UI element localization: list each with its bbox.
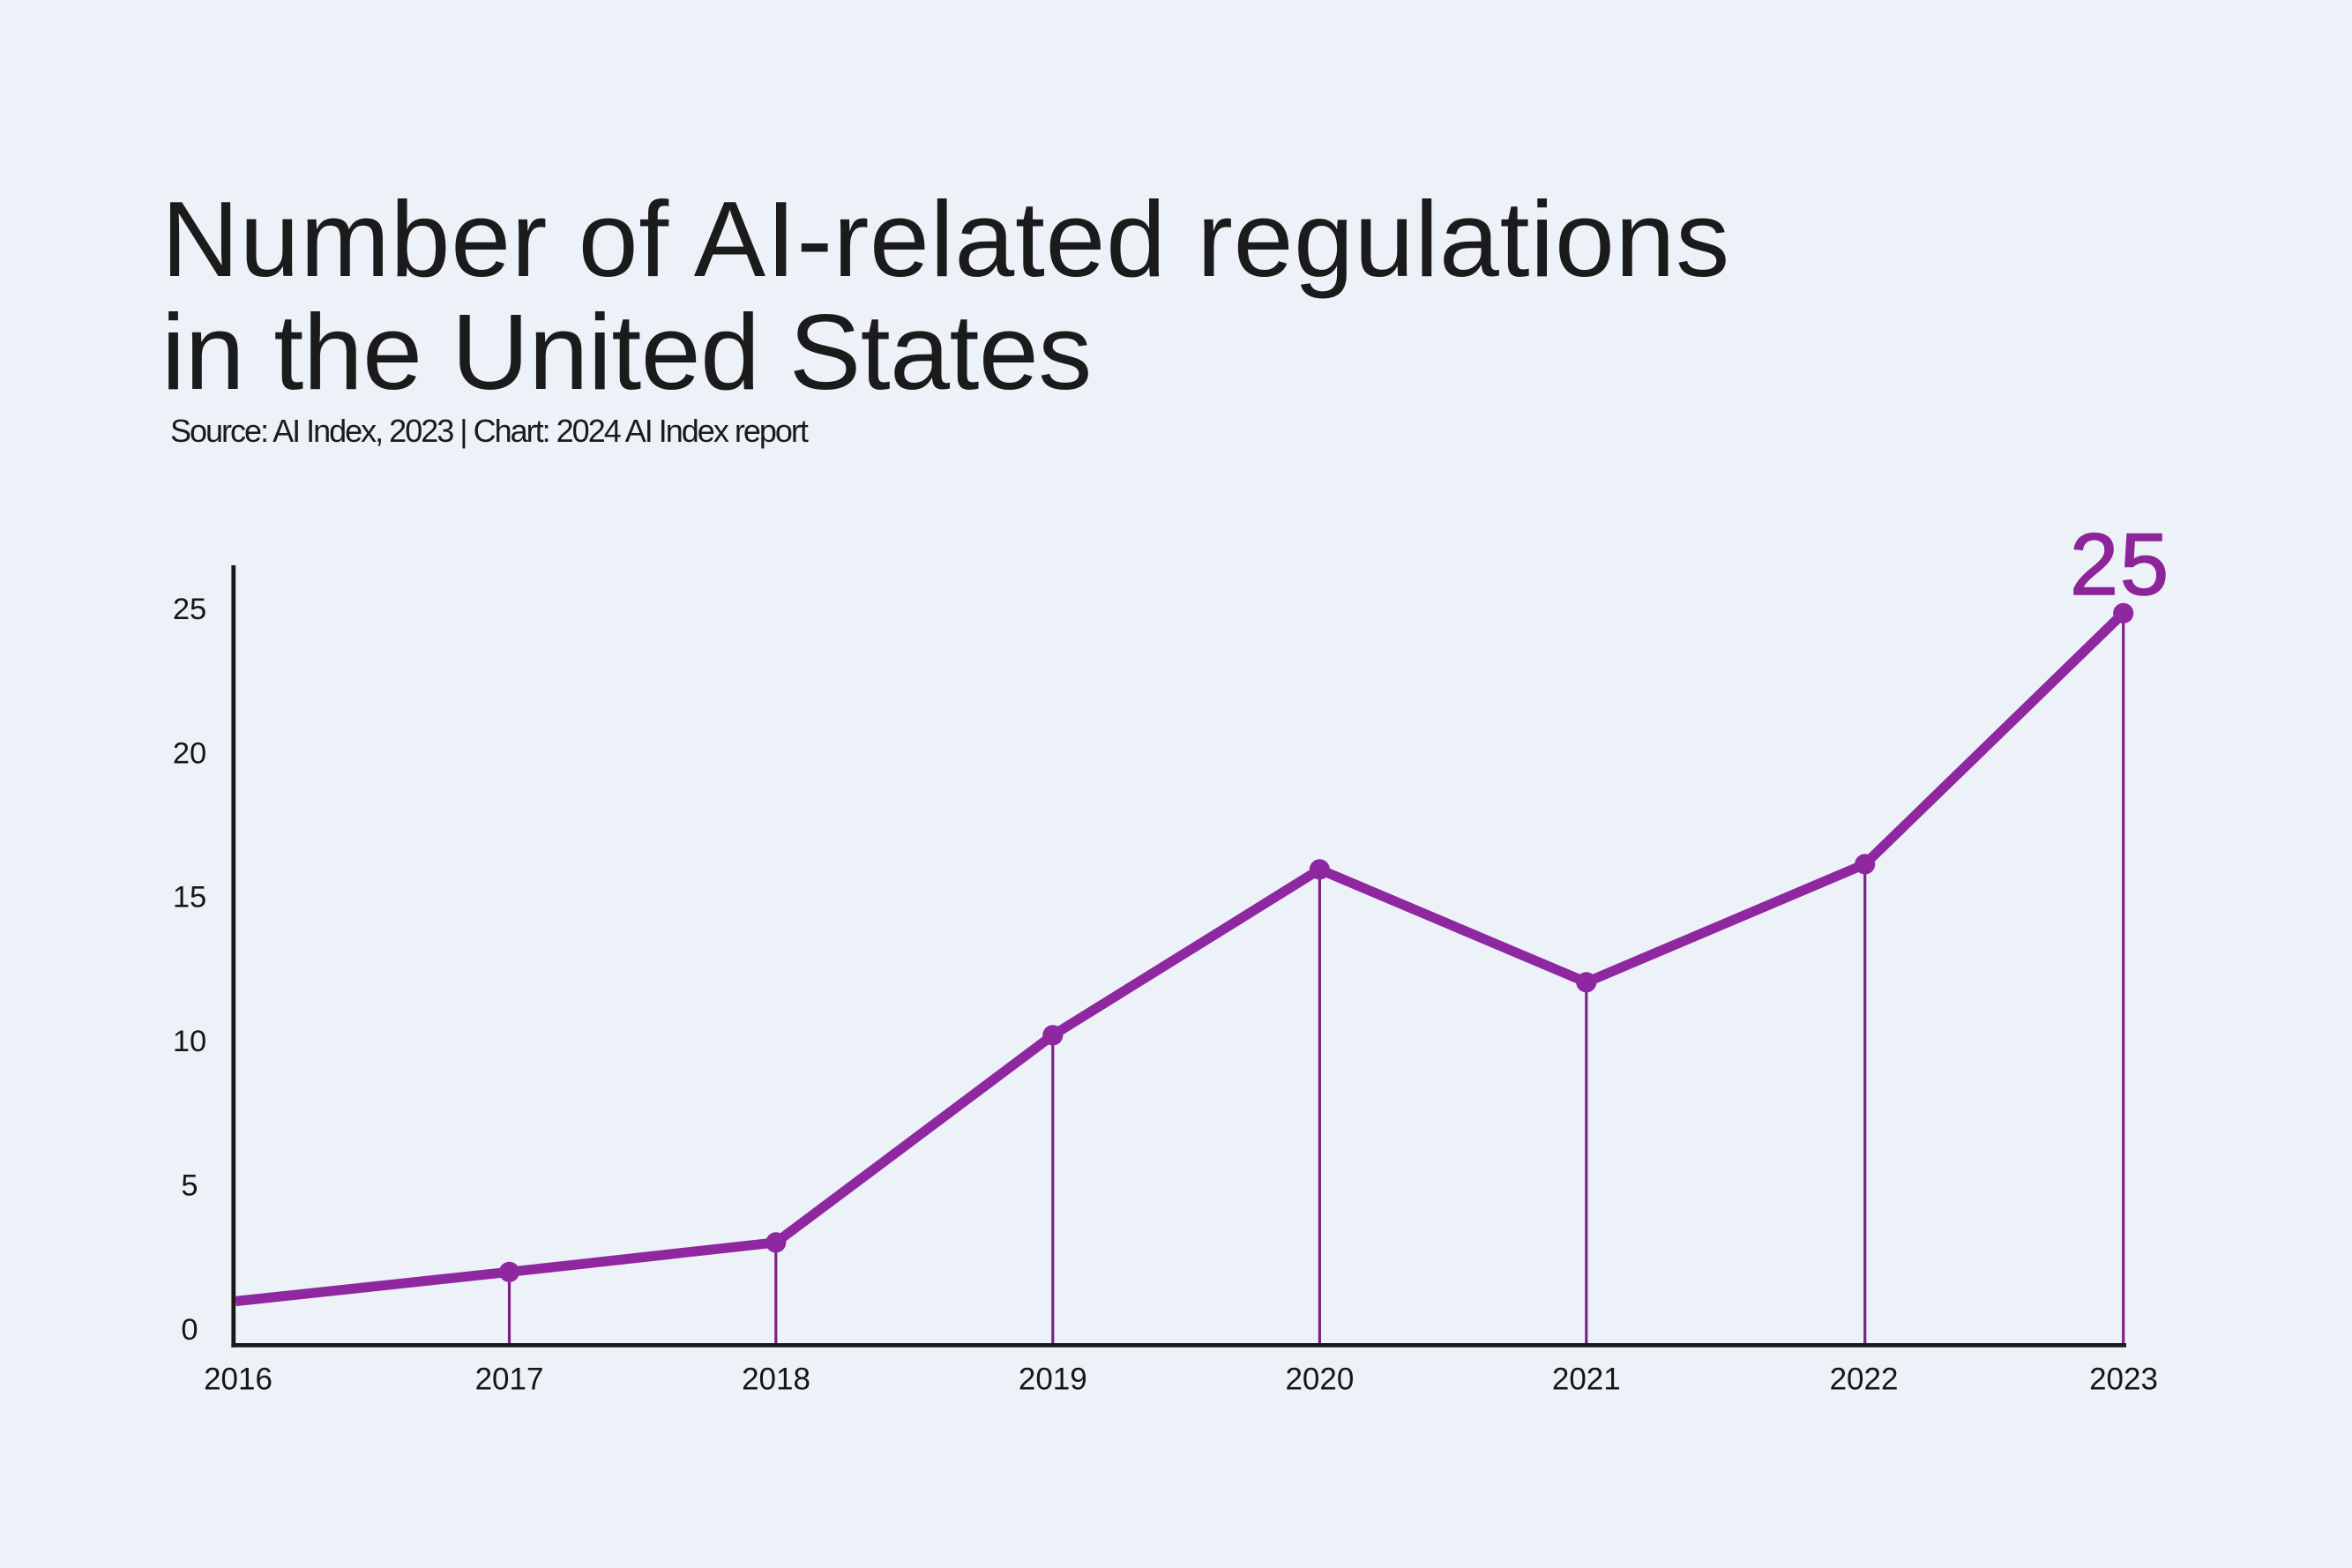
svg-text:15: 15 [173, 881, 206, 915]
svg-text:5: 5 [181, 1169, 198, 1203]
svg-text:2020: 2020 [1285, 1363, 1354, 1397]
svg-text:20: 20 [173, 736, 206, 770]
svg-text:2022: 2022 [1830, 1363, 1899, 1397]
svg-text:2023: 2023 [2089, 1363, 2158, 1397]
svg-text:2019: 2019 [1019, 1363, 1087, 1397]
svg-text:2018: 2018 [742, 1363, 810, 1397]
svg-text:2021: 2021 [1552, 1363, 1621, 1397]
svg-text:in the United States: in the United States [161, 292, 1092, 412]
svg-text:Number of AI-related regulatio: Number of AI-related regulations [161, 179, 1730, 299]
svg-text:2017: 2017 [475, 1363, 544, 1397]
svg-text:Source: AI Index, 2023 | Chart: Source: AI Index, 2023 | Chart: 2024 AI … [170, 413, 809, 449]
svg-text:10: 10 [173, 1025, 206, 1058]
svg-text:25: 25 [173, 593, 206, 626]
svg-text:2016: 2016 [204, 1363, 273, 1397]
svg-text:0: 0 [181, 1313, 198, 1347]
svg-text:25: 25 [2070, 515, 2170, 613]
